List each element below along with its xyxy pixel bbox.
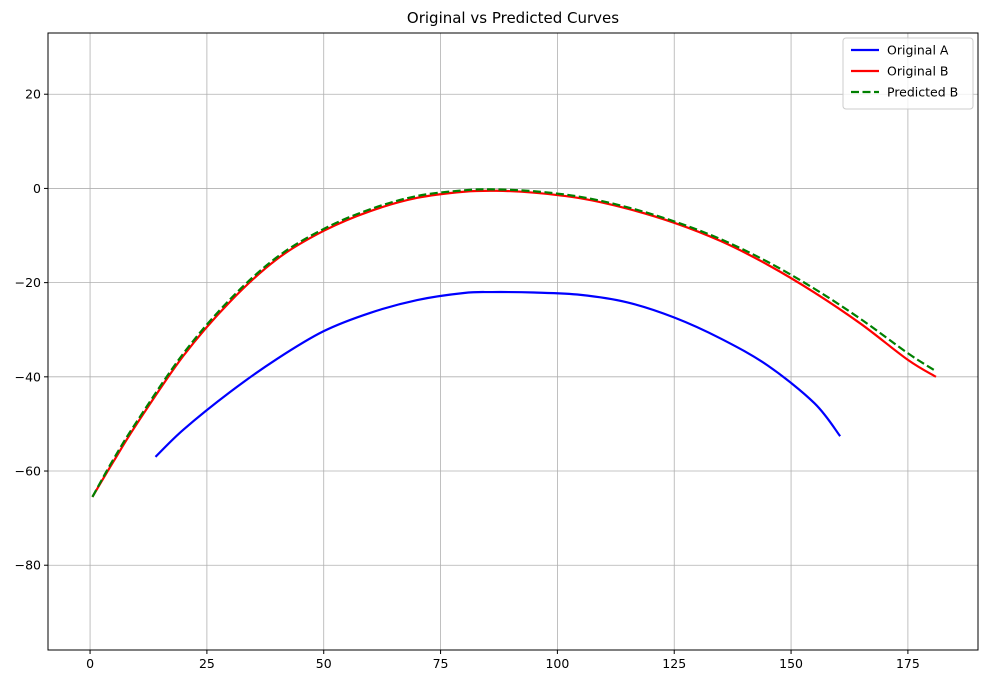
y-tick-label: 20 [25,87,41,102]
legend: Original A Original B Predicted B [842,37,974,110]
y-tick-label: −20 [15,275,41,290]
grid [48,33,978,650]
x-tick-label: 0 [86,656,94,671]
legend-label: Original A [887,43,949,58]
series-line-original-b [91,189,937,498]
x-tick-label: 150 [779,656,803,671]
series-group [91,188,937,498]
y-tick-label: −80 [15,558,41,573]
x-tick-label: 100 [545,656,569,671]
x-tick-label: 175 [896,656,920,671]
plot-frame [47,32,979,651]
y-tick-label: 0 [33,181,41,196]
chart-title: Original vs Predicted Curves [407,9,619,27]
series-line-predicted-b [91,188,937,498]
y-tick-label: −40 [15,369,41,384]
x-tick-label: 25 [199,656,215,671]
y-tick-label: −60 [15,464,41,479]
x-tick-label: 75 [433,656,449,671]
x-tick-label: 50 [316,656,332,671]
legend-label: Original B [887,64,948,79]
legend-label: Predicted B [887,85,958,100]
series-line-original-a [154,290,842,458]
x-tick-label: 125 [662,656,686,671]
